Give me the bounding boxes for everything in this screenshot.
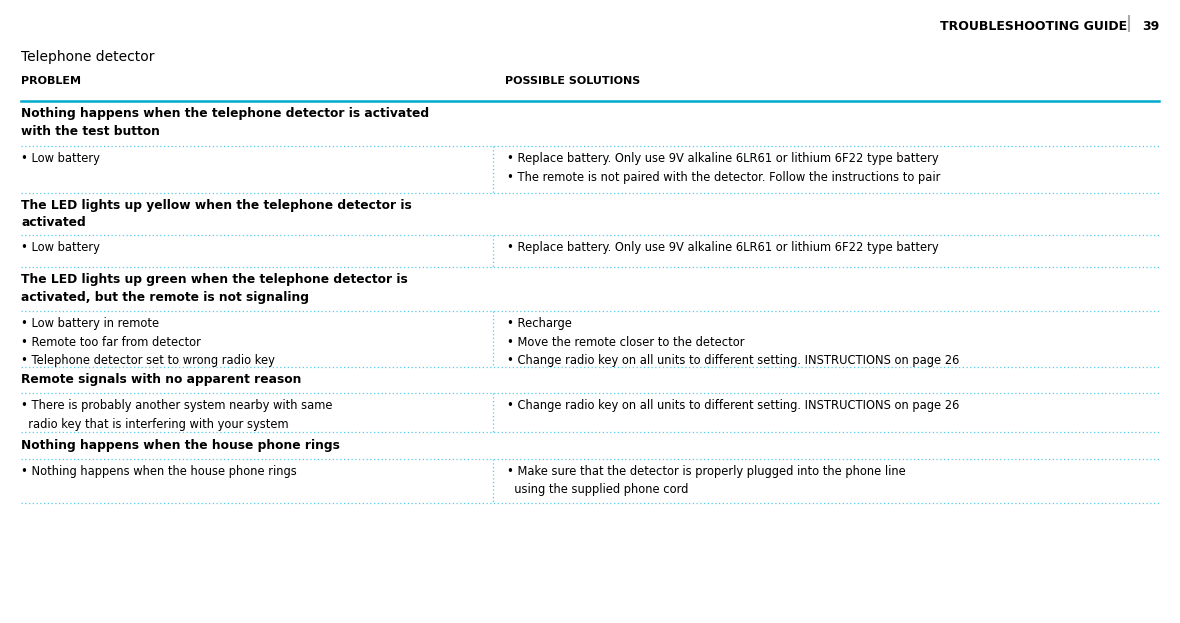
Text: • Replace battery. Only use 9V alkaline 6LR61 or lithium 6F22 type battery
• The: • Replace battery. Only use 9V alkaline … [507,152,940,184]
Text: 39: 39 [1142,20,1159,33]
Text: PROBLEM: PROBLEM [21,76,81,86]
Text: • Recharge
• Move the remote closer to the detector
• Change radio key on all un: • Recharge • Move the remote closer to t… [507,317,959,367]
Text: • Low battery: • Low battery [21,152,100,165]
Text: The LED lights up yellow when the telephone detector is
activated: The LED lights up yellow when the teleph… [21,199,412,229]
Text: • Low battery: • Low battery [21,241,100,254]
Text: Nothing happens when the telephone detector is activated
with the test button: Nothing happens when the telephone detec… [21,107,430,138]
Text: • Nothing happens when the house phone rings: • Nothing happens when the house phone r… [21,465,297,478]
Text: • Low battery in remote
• Remote too far from detector
• Telephone detector set : • Low battery in remote • Remote too far… [21,317,275,367]
Text: • Replace battery. Only use 9V alkaline 6LR61 or lithium 6F22 type battery: • Replace battery. Only use 9V alkaline … [507,241,939,254]
Text: Nothing happens when the house phone rings: Nothing happens when the house phone rin… [21,439,340,452]
Text: • There is probably another system nearby with same
  radio key that is interfer: • There is probably another system nearb… [21,399,333,431]
Text: POSSIBLE SOLUTIONS: POSSIBLE SOLUTIONS [505,76,641,86]
Text: Remote signals with no apparent reason: Remote signals with no apparent reason [21,373,302,386]
Text: Telephone detector: Telephone detector [21,50,155,64]
Text: • Make sure that the detector is properly plugged into the phone line
  using th: • Make sure that the detector is properl… [507,465,906,497]
Text: TROUBLESHOOTING GUIDE: TROUBLESHOOTING GUIDE [939,20,1127,33]
Text: The LED lights up green when the telephone detector is
activated, but the remote: The LED lights up green when the telepho… [21,273,408,304]
Text: • Change radio key on all units to different setting. INSTRUCTIONS on page 26: • Change radio key on all units to diffe… [507,399,959,412]
